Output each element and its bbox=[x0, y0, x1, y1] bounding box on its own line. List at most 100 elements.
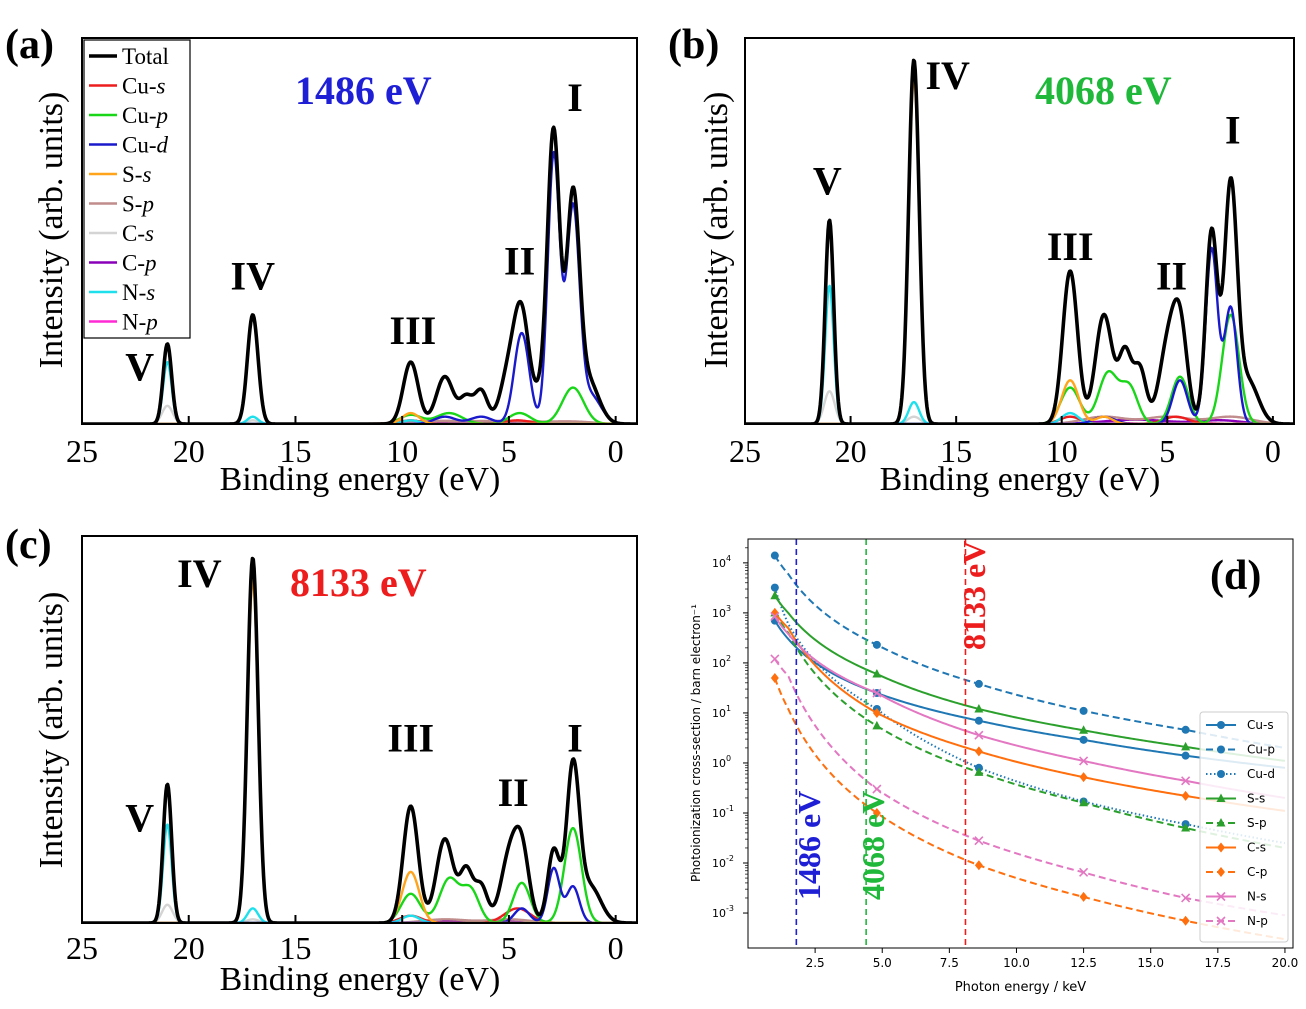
legend: Cu-s Cu-p Cu-d S-s S-p C-s C-p N-s N-p bbox=[1199, 711, 1289, 943]
data-point bbox=[974, 746, 983, 757]
legend-label-italic: p bbox=[144, 310, 158, 335]
y-tick-base: 10 bbox=[712, 707, 726, 720]
y-tick-label: 10 bbox=[712, 557, 726, 570]
legend-label-italic: p bbox=[140, 192, 154, 217]
data-point bbox=[1181, 741, 1191, 751]
peak-label: V bbox=[125, 796, 154, 841]
y-tick-label: 10 bbox=[712, 757, 726, 770]
x-tick-label: 0 bbox=[608, 433, 624, 469]
legend-label-text: S- bbox=[122, 192, 142, 217]
data-point bbox=[1079, 735, 1088, 744]
x-tick-label: 25 bbox=[66, 930, 98, 966]
data-point bbox=[974, 860, 983, 871]
data-point bbox=[1181, 790, 1190, 801]
y-tick-exponent: -3 bbox=[726, 904, 734, 913]
x-tick-label: 5 bbox=[501, 433, 517, 469]
plot-frame bbox=[81, 37, 638, 425]
data-point bbox=[1216, 818, 1226, 827]
data-point bbox=[872, 807, 881, 818]
data-point bbox=[1079, 867, 1089, 877]
x-tick-label: 15 bbox=[279, 433, 311, 469]
legend-label: Cu-p bbox=[122, 103, 168, 128]
legend-label: Cu-s bbox=[122, 74, 166, 99]
legend-label-italic: s bbox=[142, 162, 151, 187]
data-point bbox=[770, 672, 779, 683]
x-tick-label: 12.5 bbox=[1070, 956, 1097, 970]
data-point bbox=[1217, 867, 1225, 877]
peak-label: III bbox=[387, 715, 434, 760]
legend-label: Total bbox=[122, 44, 169, 69]
x-tick-label: 25 bbox=[729, 433, 761, 469]
x-tick-label: 0 bbox=[1265, 433, 1281, 469]
plot-area bbox=[745, 58, 1294, 424]
x-tick-label: 20 bbox=[173, 930, 205, 966]
legend-label: N-p bbox=[1247, 914, 1268, 928]
x-tick-label: 20 bbox=[835, 433, 867, 469]
series-line-c-s bbox=[82, 903, 637, 923]
data-point bbox=[872, 720, 882, 730]
plot-area bbox=[82, 556, 637, 923]
y-tick-exponent: 1 bbox=[726, 704, 731, 713]
legend-label: C-p bbox=[122, 251, 157, 276]
x-tick-label: 10 bbox=[386, 433, 418, 469]
x-axis-label: Photon energy / keV bbox=[955, 980, 1086, 995]
data-point bbox=[770, 654, 780, 664]
data-point bbox=[1181, 776, 1191, 786]
panel-tag: (c) bbox=[5, 522, 52, 568]
energy-vline-label: 4068 eV bbox=[855, 791, 891, 900]
legend-label: S-p bbox=[1247, 816, 1267, 830]
data-point bbox=[974, 716, 983, 725]
series-line-cu-d bbox=[82, 150, 637, 424]
series-line-cu-p bbox=[745, 313, 1294, 424]
y-axis-label: Photoionization cross-section / barn ele… bbox=[689, 604, 703, 882]
data-point bbox=[1079, 772, 1088, 783]
data-point bbox=[872, 640, 881, 649]
data-point bbox=[872, 688, 882, 698]
x-tick-label: 5 bbox=[1159, 433, 1175, 469]
x-tick-label: 20.0 bbox=[1272, 956, 1299, 970]
y-tick-label: 10 bbox=[712, 657, 726, 670]
x-tick-label: 10.0 bbox=[1003, 956, 1030, 970]
data-point bbox=[872, 669, 882, 678]
y-tick-base: 10 bbox=[712, 757, 726, 770]
x-tick-label: 10 bbox=[1046, 433, 1078, 469]
panel-tag: (d) bbox=[1210, 553, 1261, 599]
y-tick-label: 10 bbox=[712, 907, 726, 920]
series-line-total bbox=[82, 556, 637, 923]
data-point bbox=[770, 590, 780, 600]
peak-label: I bbox=[567, 75, 583, 120]
legend-label: S-p bbox=[122, 192, 154, 217]
series-c-p bbox=[770, 672, 1286, 941]
data-point bbox=[1217, 745, 1225, 754]
x-tick-label: 10 bbox=[386, 930, 418, 966]
plot-frame bbox=[81, 535, 638, 924]
data-point bbox=[1079, 706, 1088, 715]
series-line-cu-p bbox=[82, 826, 637, 923]
peak-label: II bbox=[498, 770, 529, 815]
legend-label: S-s bbox=[1247, 792, 1265, 806]
y-tick-exponent: 0 bbox=[726, 754, 731, 763]
y-tick-label: 10 bbox=[712, 607, 726, 620]
x-tick-label: 15 bbox=[279, 930, 311, 966]
data-point bbox=[974, 703, 984, 713]
legend-label-text: C- bbox=[122, 221, 145, 246]
data-point bbox=[974, 679, 983, 688]
panel-a: 25 20 15 10 5 0 Binding energy (eV) Intensity (… bbox=[5, 22, 638, 498]
legend-label-text: N- bbox=[122, 310, 146, 335]
legend-label: Cu-d bbox=[122, 133, 169, 158]
data-point bbox=[1181, 893, 1191, 903]
y-tick-exponent: 3 bbox=[726, 604, 731, 613]
photon-energy-label: 1486 eV bbox=[295, 68, 432, 113]
x-tick-label: 7.5 bbox=[940, 956, 959, 970]
peak-label: V bbox=[125, 344, 154, 389]
legend-label: C-s bbox=[1247, 841, 1266, 855]
data-point bbox=[1181, 915, 1190, 926]
legend-label-text: S- bbox=[122, 162, 142, 187]
peak-label: II bbox=[1156, 253, 1187, 298]
data-point bbox=[770, 551, 779, 560]
peak-label: IV bbox=[177, 551, 222, 596]
x-axis-label: Binding energy (eV) bbox=[220, 461, 501, 498]
photon-energy-label: 8133 eV bbox=[290, 560, 427, 605]
x-axis-label: Binding energy (eV) bbox=[880, 461, 1161, 498]
